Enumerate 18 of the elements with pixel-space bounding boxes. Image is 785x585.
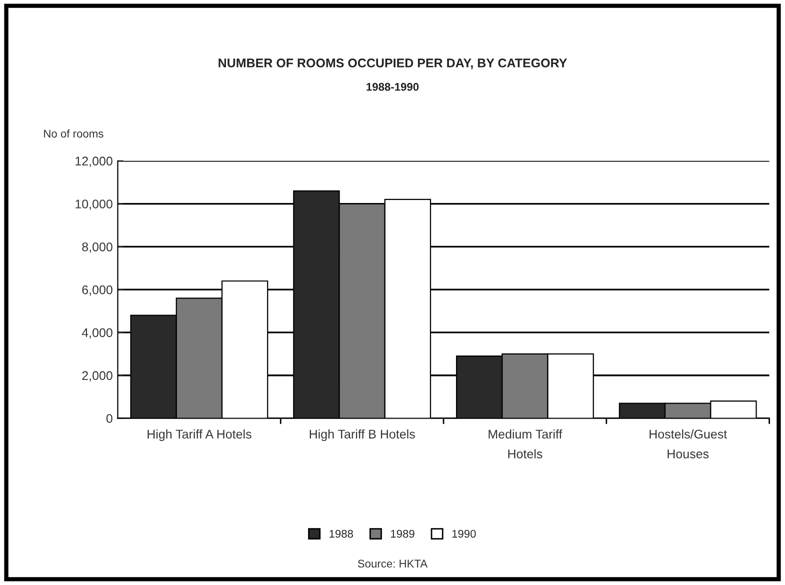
y-axis-title: No of rooms	[44, 129, 104, 138]
legend-label: 1988	[330, 530, 353, 538]
legend-label: 1989	[390, 530, 414, 538]
y-tick-label: 4,000	[82, 328, 112, 339]
y-tick-label: 0	[106, 414, 112, 423]
source-note: Source: HKTA	[358, 560, 428, 568]
y-tick-label: 8,000	[82, 242, 112, 253]
x-tick-label: Medium Tariff Hotels	[488, 429, 562, 458]
x-tick-label: High Tariff A Hotels	[148, 429, 252, 442]
y-tick-label: 12,000	[76, 156, 112, 168]
legend-label: 1990	[452, 530, 476, 538]
y-tick-label: 6,000	[82, 285, 112, 296]
x-tick-label: Hostels/Guest Houses	[650, 429, 728, 458]
x-tick-label: High Tariff B Hotels	[310, 429, 415, 442]
y-tick-label: 2,000	[82, 371, 112, 382]
y-tick-label: 10,000	[76, 200, 112, 210]
chart-subtitle: 1988-1990	[366, 82, 419, 91]
chart-title: NUMBER OF ROOMS OCCUPIED PER DAY, BY CATEGORY	[218, 58, 567, 70]
